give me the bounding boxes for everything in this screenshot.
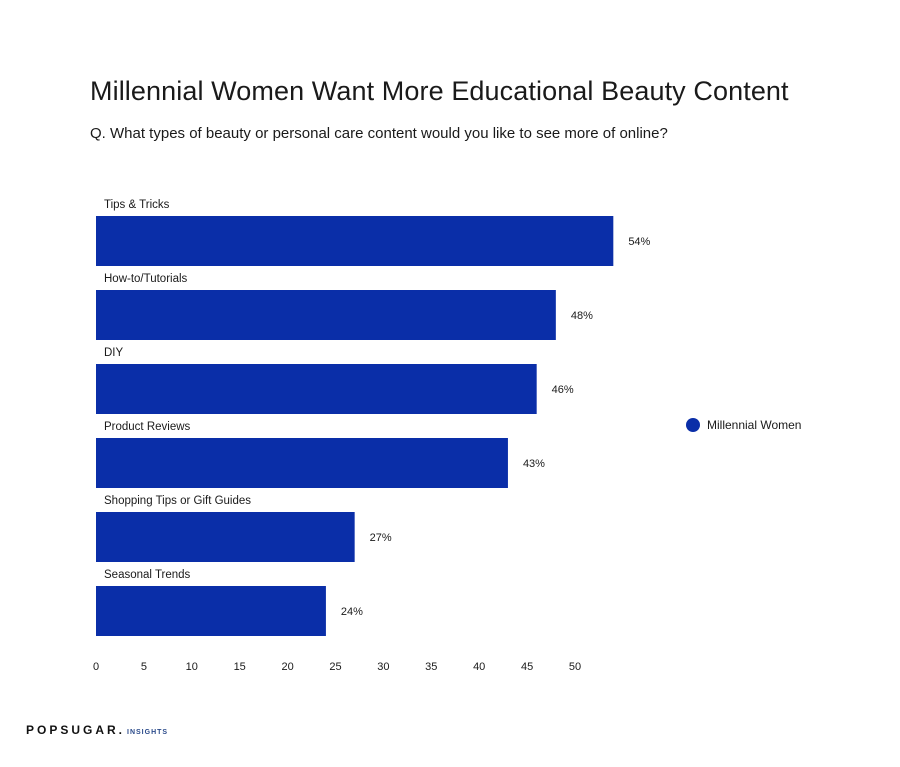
category-label: How-to/Tutorials [104, 273, 188, 285]
bar [96, 364, 537, 414]
bar [96, 290, 556, 340]
brand-suffix: INSIGHTS [127, 729, 169, 736]
x-tick-label: 5 [141, 661, 147, 673]
category-label: Product Reviews [104, 421, 191, 433]
category-label: DIY [104, 347, 124, 359]
x-tick-label: 30 [377, 661, 389, 673]
chart-title: Millennial Women Want More Educational B… [90, 76, 789, 106]
bar-value-label: 48% [571, 310, 593, 322]
bar-value-label: 43% [523, 458, 545, 470]
x-tick-label: 10 [186, 661, 198, 673]
bar [96, 438, 508, 488]
category-label: Tips & Tricks [104, 199, 170, 211]
bar-value-label: 27% [370, 532, 392, 544]
legend-label: Millennial Women [707, 418, 802, 432]
bar [96, 216, 614, 266]
bar-value-label: 54% [628, 236, 650, 248]
category-label: Seasonal Trends [104, 569, 191, 581]
bar-value-label: 46% [552, 384, 574, 396]
x-tick-label: 35 [425, 661, 437, 673]
x-tick-label: 40 [473, 661, 485, 673]
category-label: Shopping Tips or Gift Guides [104, 495, 251, 507]
x-tick-label: 0 [93, 661, 99, 673]
chart-subtitle: Q. What types of beauty or personal care… [90, 125, 668, 142]
x-tick-label: 50 [569, 661, 581, 673]
chart-legend: Millennial Women [686, 418, 801, 432]
legend-marker [686, 418, 700, 432]
x-tick-label: 15 [234, 661, 246, 673]
bar-value-label: 24% [341, 606, 363, 618]
x-tick-label: 25 [329, 661, 341, 673]
brand-logo: POPSUGAR. INSIGHTS [26, 723, 168, 737]
brand-name: POPSUGAR. [26, 723, 126, 737]
bar [96, 512, 355, 562]
x-tick-label: 45 [521, 661, 533, 673]
bar [96, 586, 326, 636]
x-tick-label: 20 [281, 661, 293, 673]
